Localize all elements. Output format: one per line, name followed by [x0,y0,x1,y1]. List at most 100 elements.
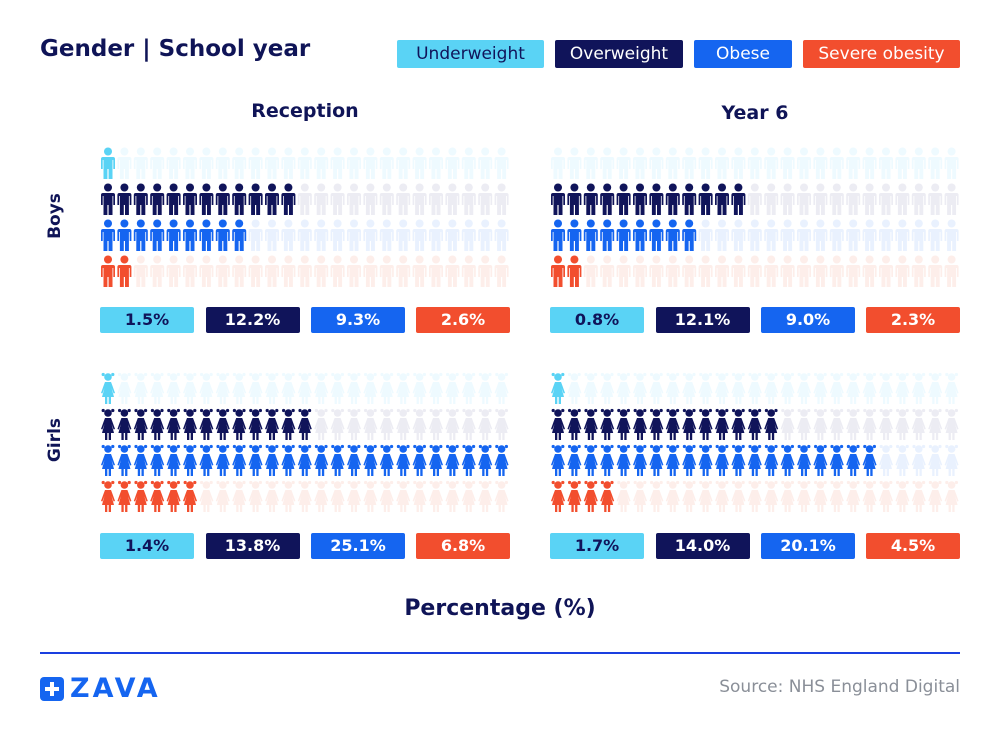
figure-icon-empty [265,219,279,251]
value-label-obese: 9.0% [761,307,855,333]
figure-icon-empty [412,372,427,404]
source-note: Source: NHS England Digital [719,677,960,697]
figure-icon-filled [265,183,279,215]
figure-icon-empty [879,480,893,512]
legend-obese: Obese [694,40,792,68]
figure-icon-empty [780,219,795,251]
figure-icon-filled [183,480,197,512]
figure-icon-empty [314,372,329,404]
figure-icon-filled [117,219,132,251]
pictogram-row-severe-obesity [101,255,509,287]
figure-icon-empty [199,255,214,287]
figure-icon-empty [494,480,509,512]
figure-icon-empty [379,219,394,251]
figure-icon-empty [829,408,844,440]
figure-icon-filled [117,480,132,512]
figure-icon-empty [379,183,394,215]
figure-icon-empty [461,219,476,251]
figure-icon-empty [879,255,893,287]
pictogram-row-severe-obesity [551,480,959,512]
pictogram-row-overweight [101,183,509,215]
figure-icon-empty [928,147,943,179]
figure-icon-empty [862,147,877,179]
pictogram-chart [101,147,959,512]
figure-icon-filled [551,480,565,512]
figure-icon-empty [829,219,844,251]
figure-icon-empty [764,372,779,404]
figure-icon-filled [633,444,647,476]
figure-icon-filled [133,183,148,215]
x-axis-label: Percentage (%) [404,596,596,621]
figure-icon-empty [166,372,181,404]
figure-icon-empty [682,480,697,512]
figure-icon-empty [183,372,197,404]
value-label-severe-obesity: 2.3% [866,307,960,333]
figure-icon-empty [633,480,647,512]
figure-icon-empty [895,255,910,287]
figure-icon-empty [747,147,762,179]
figure-icon-filled [478,444,493,476]
figure-icon-empty [330,255,345,287]
figure-icon-filled [616,219,631,251]
figure-icon-filled [649,219,664,251]
figure-icon-empty [297,480,312,512]
figure-icon-filled [633,183,647,215]
figure-icon-empty [649,147,664,179]
figure-icon-empty [150,372,165,404]
figure-icon-empty [747,183,762,215]
figure-icon-empty [944,372,959,404]
figure-icon-filled [150,408,165,440]
zava-logo: ZAVA [40,675,161,702]
figure-icon-empty [633,372,647,404]
figure-icon-empty [911,444,926,476]
pictogram-row-underweight [101,372,509,404]
figure-icon-empty [478,408,493,440]
figure-icon-empty [248,372,263,404]
figure-icon-filled [731,408,746,440]
figure-icon-empty [846,480,861,512]
figure-icon-empty [412,255,427,287]
figure-icon-filled [265,408,279,440]
value-label-underweight: 1.7% [550,533,644,559]
figure-icon-filled [682,183,697,215]
figure-icon-empty [862,372,877,404]
figure-icon-empty [363,480,378,512]
figure-icon-filled [396,444,411,476]
figure-icon-empty [846,219,861,251]
figure-icon-empty [330,408,345,440]
figure-icon-filled [764,408,779,440]
figure-icon-filled [117,408,132,440]
figure-icon-empty [461,255,476,287]
figure-icon-empty [846,183,861,215]
figure-icon-empty [494,147,509,179]
figure-icon-filled [150,219,165,251]
figure-icon-empty [166,255,181,287]
figure-icon-empty [248,480,263,512]
figure-icon-empty [780,183,795,215]
figure-icon-empty [297,255,312,287]
figure-icon-empty [396,219,411,251]
figure-icon-filled [117,444,132,476]
figure-icon-empty [248,219,263,251]
column-title-reception: Reception [251,100,359,122]
figure-icon-empty [895,147,910,179]
figure-icon-filled [101,444,115,476]
figure-icon-empty [445,255,460,287]
figure-icon-empty [429,183,443,215]
figure-icon-empty [862,408,877,440]
figure-icon-filled [567,183,582,215]
figure-icon-filled [133,219,148,251]
figure-icon-empty [846,147,861,179]
figure-icon-empty [314,480,329,512]
figure-icon-filled [199,219,214,251]
figure-icon-filled [633,408,647,440]
figure-icon-filled [616,183,631,215]
figure-icon-empty [117,372,132,404]
figure-icon-filled [567,444,582,476]
figure-icon-empty [829,255,844,287]
figure-icon-filled [829,444,844,476]
figure-icon-filled [199,408,214,440]
pictogram-row-obese [551,444,959,476]
figure-icon-filled [183,444,197,476]
figure-icon-filled [199,444,214,476]
